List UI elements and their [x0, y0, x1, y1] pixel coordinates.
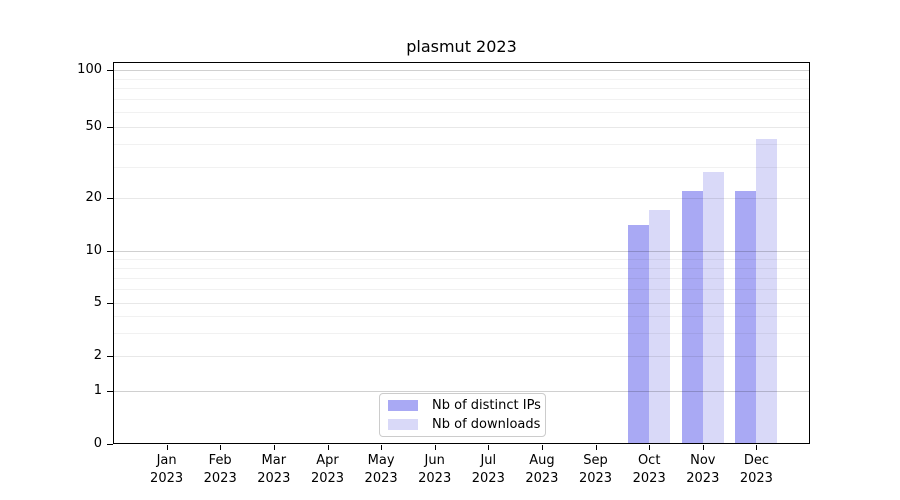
x-tick-label: Feb 2023 [203, 453, 237, 486]
legend: Nb of distinct IPs Nb of downloads [379, 393, 546, 437]
minor-gridline [114, 127, 809, 128]
minor-gridline [114, 267, 809, 269]
major-gridline [114, 251, 809, 252]
y-tick-label: 1 [93, 383, 102, 398]
minor-gridline [114, 166, 809, 168]
legend-swatch-downloads-icon [388, 419, 418, 430]
x-tick-label: May 2023 [364, 453, 398, 486]
minor-gridline [114, 277, 809, 279]
y-tick-label: 2 [93, 348, 102, 363]
minor-gridline [114, 332, 809, 334]
x-tick [488, 445, 490, 450]
x-tick [541, 445, 543, 450]
minor-gridline [114, 356, 809, 357]
chart-title: plasmut 2023 [406, 37, 517, 56]
x-tick-label: Oct 2023 [632, 453, 666, 486]
x-tick-label: Aug 2023 [525, 453, 559, 486]
y-tick [107, 127, 113, 128]
plot-area [113, 62, 810, 444]
y-tick [107, 356, 113, 357]
x-tick [649, 445, 651, 450]
y-tick [107, 391, 113, 392]
x-tick-label: Mar 2023 [257, 453, 291, 486]
minor-gridline [114, 315, 809, 317]
x-tick-label: Dec 2023 [739, 453, 773, 486]
x-tick-label: Apr 2023 [310, 453, 345, 486]
x-tick [702, 445, 704, 450]
legend-item-distinct-ips: Nb of distinct IPs [380, 397, 545, 414]
x-tick-label: Jul 2023 [471, 453, 505, 486]
minor-gridline [114, 258, 809, 260]
y-tick [107, 70, 113, 71]
x-tick [166, 445, 168, 450]
x-tick [381, 445, 383, 450]
major-gridline [114, 391, 809, 392]
x-tick [595, 445, 597, 450]
y-tick-label: 10 [85, 243, 102, 258]
legend-label-distinct-ips: Nb of distinct IPs [432, 398, 541, 413]
y-tick-label: 20 [85, 190, 102, 205]
x-tick-label: Nov 2023 [686, 453, 720, 486]
x-tick [273, 445, 275, 450]
legend-swatch-distinct-ips-icon [388, 400, 418, 411]
legend-item-downloads: Nb of downloads [380, 416, 545, 433]
x-tick [327, 445, 329, 450]
minor-gridline [114, 99, 809, 101]
minor-gridline [114, 289, 809, 291]
minor-gridline [114, 78, 809, 80]
x-tick-label: Jan 2023 [150, 453, 184, 486]
y-tick-label: 50 [85, 119, 102, 134]
y-tick-label: 100 [77, 62, 102, 77]
minor-gridline [114, 144, 809, 146]
y-tick [107, 303, 113, 304]
x-tick-label: Sep 2023 [578, 453, 613, 486]
y-tick [107, 198, 113, 199]
major-gridline [114, 70, 809, 71]
y-tick-label: 0 [93, 436, 102, 451]
minor-gridline [114, 88, 809, 90]
y-tick [107, 444, 113, 445]
x-tick [756, 445, 758, 450]
minor-gridline [114, 198, 809, 199]
y-tick [107, 251, 113, 252]
x-tick-label: Jun 2023 [418, 453, 452, 486]
bar-downloads [756, 138, 778, 443]
bar-downloads [702, 171, 724, 443]
grid-layer [114, 63, 809, 443]
x-tick [434, 445, 436, 450]
x-tick [220, 445, 222, 450]
minor-gridline [114, 112, 809, 113]
legend-label-downloads: Nb of downloads [432, 417, 541, 432]
y-tick-label: 5 [93, 295, 102, 310]
bar-distinct-ips [628, 225, 650, 443]
minor-gridline [114, 303, 809, 304]
